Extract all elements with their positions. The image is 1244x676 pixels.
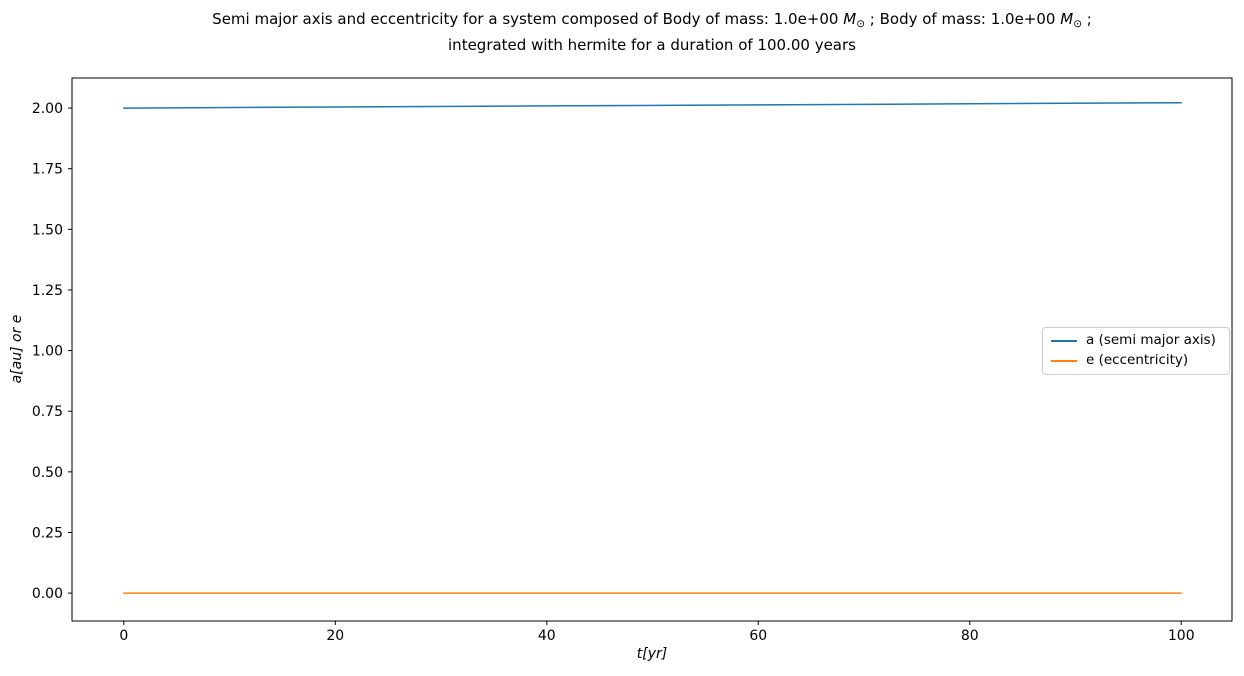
x-tick-label: 40 — [538, 628, 556, 644]
series-line-0 — [123, 101, 1182, 109]
y-tick-label: 1.00 — [32, 344, 63, 360]
y-tick-label: 1.75 — [32, 162, 63, 178]
x-tick-label: 20 — [326, 628, 344, 644]
y-axis-label: a[au] or e — [9, 314, 25, 384]
y-tick-label: 0.75 — [32, 404, 63, 420]
x-tick-label: 60 — [749, 628, 767, 644]
plot-frame — [71, 77, 1233, 622]
y-tick-label: 1.25 — [32, 283, 63, 299]
y-tick-label: 1.50 — [32, 222, 63, 238]
chart-title-line: integrated with hermite for a duration o… — [72, 35, 1232, 56]
chart-title-segment: ; — [1082, 10, 1092, 28]
legend: a (semi major axis) e (eccentricity) — [1042, 327, 1230, 375]
legend-line-sample-e — [1051, 360, 1077, 362]
y-tick-label: 0.25 — [32, 525, 63, 541]
x-tick-label: 80 — [961, 628, 979, 644]
legend-label-a: a (semi major axis) — [1086, 332, 1216, 349]
chart-title-segment: ⊙ — [1073, 18, 1082, 31]
legend-entry: a (semi major axis) — [1051, 331, 1221, 351]
chart-title-segment: integrated with hermite for a duration o… — [448, 36, 856, 55]
x-tick-label: 100 — [1168, 628, 1195, 644]
chart-title-line: Semi major axis and eccentricity for a s… — [72, 9, 1232, 35]
chart-title: Semi major axis and eccentricity for a s… — [72, 9, 1232, 56]
x-tick-label: 0 — [119, 628, 128, 644]
chart-title-segment: Semi major axis and eccentricity for a s… — [212, 10, 844, 28]
x-axis-label: t[yr] — [636, 646, 668, 662]
y-tick-label: 0.50 — [32, 465, 63, 481]
legend-entry: e (eccentricity) — [1051, 351, 1221, 371]
legend-line-sample-a — [1051, 340, 1077, 342]
chart-title-segment: ; Body of mass: 1.0e+00 — [865, 10, 1061, 28]
chart-title-segment: M — [1060, 10, 1074, 28]
chart-title-segment: ⊙ — [856, 18, 866, 31]
y-tick-label: 0.00 — [32, 586, 63, 602]
legend-label-e: e (eccentricity) — [1086, 352, 1189, 369]
chart-title-segment: M — [843, 10, 857, 28]
y-tick-label: 2.00 — [32, 101, 63, 117]
